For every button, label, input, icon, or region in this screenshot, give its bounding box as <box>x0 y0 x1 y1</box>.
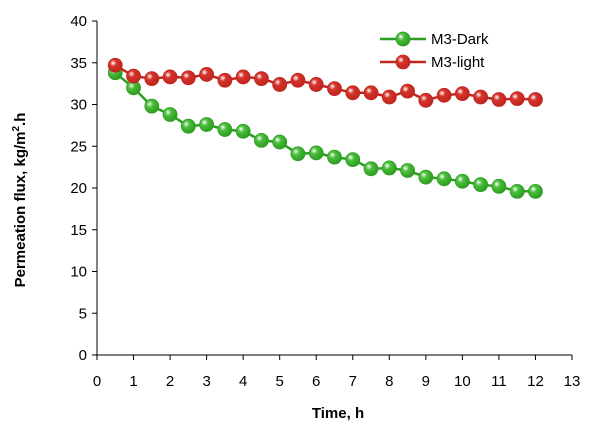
series-line <box>114 71 536 193</box>
data-point <box>144 98 160 114</box>
data-point <box>327 149 342 165</box>
data-point <box>491 92 507 107</box>
x-tick-label: 1 <box>129 373 137 390</box>
data-point <box>381 160 397 176</box>
data-point <box>180 118 196 134</box>
legend: M3-Dark M3-light <box>380 31 489 71</box>
data-point <box>235 123 251 139</box>
y-tick-label: 10 <box>70 264 87 281</box>
data-point <box>217 72 233 88</box>
data-point <box>363 85 379 101</box>
data-point <box>272 134 288 150</box>
legend-entry: M3-Dark <box>380 31 489 48</box>
y-axis-title-main: Permeation flux, kg/m <box>12 132 29 288</box>
data-point <box>381 89 397 105</box>
y-tick-label: 5 <box>79 305 87 322</box>
data-point <box>345 85 361 101</box>
data-point <box>400 163 415 178</box>
data-point <box>217 122 233 137</box>
legend-entry: M3-light <box>380 54 485 71</box>
data-point <box>454 173 470 189</box>
x-tick-label: 3 <box>202 373 210 390</box>
y-tick-label: 25 <box>70 138 87 155</box>
data-point <box>235 69 251 85</box>
data-point <box>345 152 361 168</box>
legend-label: M3-light <box>431 54 485 71</box>
data-point <box>528 183 543 199</box>
x-tick-label: 6 <box>312 373 320 390</box>
data-point <box>509 91 525 107</box>
data-point <box>162 107 178 122</box>
series-layer <box>107 57 543 199</box>
data-point <box>473 89 489 105</box>
y-axis-title-superscript: 2 <box>11 126 22 132</box>
data-point <box>400 83 415 99</box>
series-m3-dark <box>107 65 543 199</box>
y-axis-title: Permeation flux, kg/m2.h <box>11 113 29 288</box>
data-point <box>308 77 324 92</box>
x-tick-label: 13 <box>564 373 581 390</box>
legend-label: M3-Dark <box>431 31 489 48</box>
x-tick-label: 7 <box>349 373 357 390</box>
data-point <box>254 133 269 148</box>
x-tick-label: 8 <box>385 373 393 390</box>
data-point <box>199 117 215 132</box>
x-tick-label: 10 <box>454 373 471 390</box>
data-point <box>363 161 379 177</box>
data-point <box>436 171 452 187</box>
data-point <box>126 68 141 84</box>
series-m3-light <box>107 57 543 108</box>
data-point <box>180 70 196 86</box>
y-tick-label: 30 <box>70 97 87 114</box>
y-axis: 0 5 10 15 20 25 30 35 40 <box>70 13 98 364</box>
data-point <box>454 86 470 102</box>
x-tick-label: 12 <box>527 373 544 390</box>
x-axis-title: Time, h <box>312 405 364 422</box>
x-tick-label: 2 <box>166 373 174 390</box>
data-point <box>418 169 434 185</box>
y-tick-label: 40 <box>70 13 87 30</box>
data-point <box>290 72 306 88</box>
data-point <box>528 92 543 107</box>
data-point <box>436 87 452 103</box>
y-tick-label: 35 <box>70 55 87 72</box>
data-point <box>254 71 269 87</box>
data-point <box>509 183 525 199</box>
data-point <box>473 177 489 193</box>
y-tick-label: 0 <box>79 347 87 364</box>
data-point <box>308 145 324 161</box>
data-point <box>290 146 306 162</box>
y-tick-label: 20 <box>70 180 87 197</box>
x-tick-label: 0 <box>93 373 101 390</box>
data-point <box>199 67 215 82</box>
data-point <box>327 81 342 97</box>
data-point <box>418 92 434 108</box>
data-point <box>162 69 178 85</box>
data-point <box>107 57 123 73</box>
x-tick-label: 4 <box>239 373 247 390</box>
x-axis: 0 1 2 3 4 5 6 7 8 9 10 11 12 13 <box>93 354 581 390</box>
data-point <box>144 71 160 87</box>
x-tick-label: 11 <box>491 373 507 390</box>
legend-marker <box>395 31 411 47</box>
data-point <box>272 77 288 92</box>
y-tick-label: 15 <box>70 222 87 239</box>
x-tick-label: 5 <box>276 373 284 390</box>
data-point <box>491 178 507 194</box>
x-tick-label: 9 <box>422 373 430 390</box>
legend-marker <box>395 54 411 70</box>
y-axis-title-tail: .h <box>12 113 29 126</box>
